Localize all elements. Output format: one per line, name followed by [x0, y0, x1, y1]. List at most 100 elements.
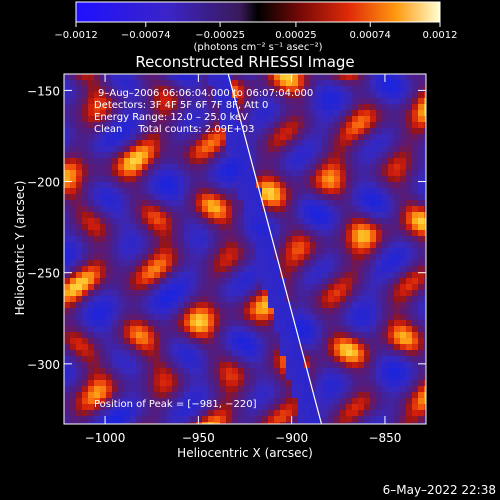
heatmap-cell: [196, 134, 202, 140]
heatmap-cell: [184, 146, 190, 152]
heatmap-cell: [322, 368, 328, 374]
heatmap-cell: [256, 92, 262, 98]
heatmap-cell: [190, 146, 196, 152]
heatmap-cell: [238, 284, 244, 290]
heatmap-cell: [94, 140, 100, 146]
heatmap-cell: [118, 224, 124, 230]
heatmap-cell: [70, 224, 76, 230]
heatmap-cell: [358, 422, 364, 424]
heatmap-cell: [412, 230, 418, 236]
heatmap-cell: [154, 200, 160, 206]
heatmap-cell: [172, 92, 178, 98]
heatmap-cell: [364, 272, 370, 278]
heatmap-cell: [328, 74, 334, 80]
heatmap-cell: [412, 416, 418, 422]
heatmap-cell: [154, 386, 160, 392]
heatmap-cell: [424, 158, 426, 164]
heatmap-cell: [172, 278, 178, 284]
heatmap-cell: [196, 272, 202, 278]
heatmap-cell: [388, 332, 394, 338]
heatmap-cell: [334, 170, 340, 176]
heatmap-cell: [100, 152, 106, 158]
heatmap-cell: [136, 278, 142, 284]
heatmap-cell: [346, 296, 352, 302]
heatmap-cell: [274, 194, 280, 200]
heatmap-cell: [400, 230, 406, 236]
heatmap-cell: [424, 110, 426, 116]
heatmap-cell: [268, 392, 274, 398]
heatmap-cell: [328, 260, 334, 266]
heatmap-cell: [190, 128, 196, 134]
heatmap-cell: [370, 80, 376, 86]
heatmap-cell: [226, 392, 232, 398]
heatmap-cell: [268, 416, 274, 422]
heatmap-cell: [220, 230, 226, 236]
heatmap-cell: [298, 290, 304, 296]
heatmap-cell: [364, 350, 370, 356]
heatmap-cell: [364, 290, 370, 296]
heatmap-cell: [298, 110, 304, 116]
heatmap-cell: [166, 380, 172, 386]
heatmap-cell: [238, 308, 244, 314]
heatmap-cell: [64, 110, 70, 116]
heatmap-cell: [148, 260, 154, 266]
heatmap-cell: [424, 206, 426, 212]
heatmap-cell: [358, 80, 364, 86]
heatmap-cell: [316, 224, 322, 230]
heatmap-cell: [142, 272, 148, 278]
heatmap-cell: [310, 326, 316, 332]
heatmap-cell: [112, 224, 118, 230]
heatmap-cell: [298, 374, 304, 380]
heatmap-cell: [100, 236, 106, 242]
heatmap-cell: [238, 152, 244, 158]
heatmap-cell: [298, 212, 304, 218]
heatmap-cell: [274, 80, 280, 86]
heatmap-cell: [280, 260, 286, 266]
heatmap-cell: [118, 146, 124, 152]
heatmap-cell: [154, 392, 160, 398]
heatmap-cell: [244, 260, 250, 266]
heatmap-cell: [262, 272, 268, 278]
heatmap-cell: [280, 392, 286, 398]
heatmap-cell: [364, 356, 370, 362]
heatmap-cell: [220, 350, 226, 356]
heatmap-cell: [298, 380, 304, 386]
heatmap-cell: [286, 122, 292, 128]
heatmap-cell: [274, 422, 280, 424]
heatmap-cell: [286, 194, 292, 200]
heatmap-cell: [178, 374, 184, 380]
heatmap-cell: [112, 374, 118, 380]
heatmap-cell: [412, 254, 418, 260]
heatmap-cell: [376, 392, 382, 398]
heatmap-cell: [316, 242, 322, 248]
heatmap-cell: [202, 230, 208, 236]
heatmap-cell: [262, 338, 268, 344]
heatmap-cell: [412, 122, 418, 128]
heatmap-cell: [118, 320, 124, 326]
heatmap-cell: [118, 278, 124, 284]
heatmap-cell: [166, 308, 172, 314]
heatmap-cell: [118, 176, 124, 182]
heatmap-cell: [346, 254, 352, 260]
heatmap-cell: [292, 248, 298, 254]
heatmap-cell: [262, 416, 268, 422]
heatmap-cell: [286, 332, 292, 338]
heatmap-cell: [418, 296, 424, 302]
heatmap-cell: [298, 260, 304, 266]
heatmap-cell: [112, 92, 118, 98]
heatmap-cell: [112, 254, 118, 260]
heatmap-cell: [130, 410, 136, 416]
heatmap-cell: [304, 398, 310, 404]
heatmap-cell: [268, 140, 274, 146]
heatmap-cell: [154, 146, 160, 152]
heatmap-cell: [292, 290, 298, 296]
heatmap-cell: [112, 398, 118, 404]
heatmap-cell: [214, 134, 220, 140]
heatmap-cell: [148, 230, 154, 236]
heatmap-cell: [184, 362, 190, 368]
heatmap-cell: [184, 404, 190, 410]
heatmap-cell: [346, 206, 352, 212]
heatmap-cell: [322, 314, 328, 320]
heatmap-cell: [244, 104, 250, 110]
heatmap-cell: [208, 356, 214, 362]
